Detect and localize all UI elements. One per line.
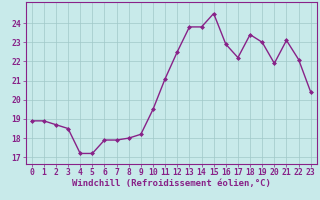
X-axis label: Windchill (Refroidissement éolien,°C): Windchill (Refroidissement éolien,°C) bbox=[72, 179, 271, 188]
